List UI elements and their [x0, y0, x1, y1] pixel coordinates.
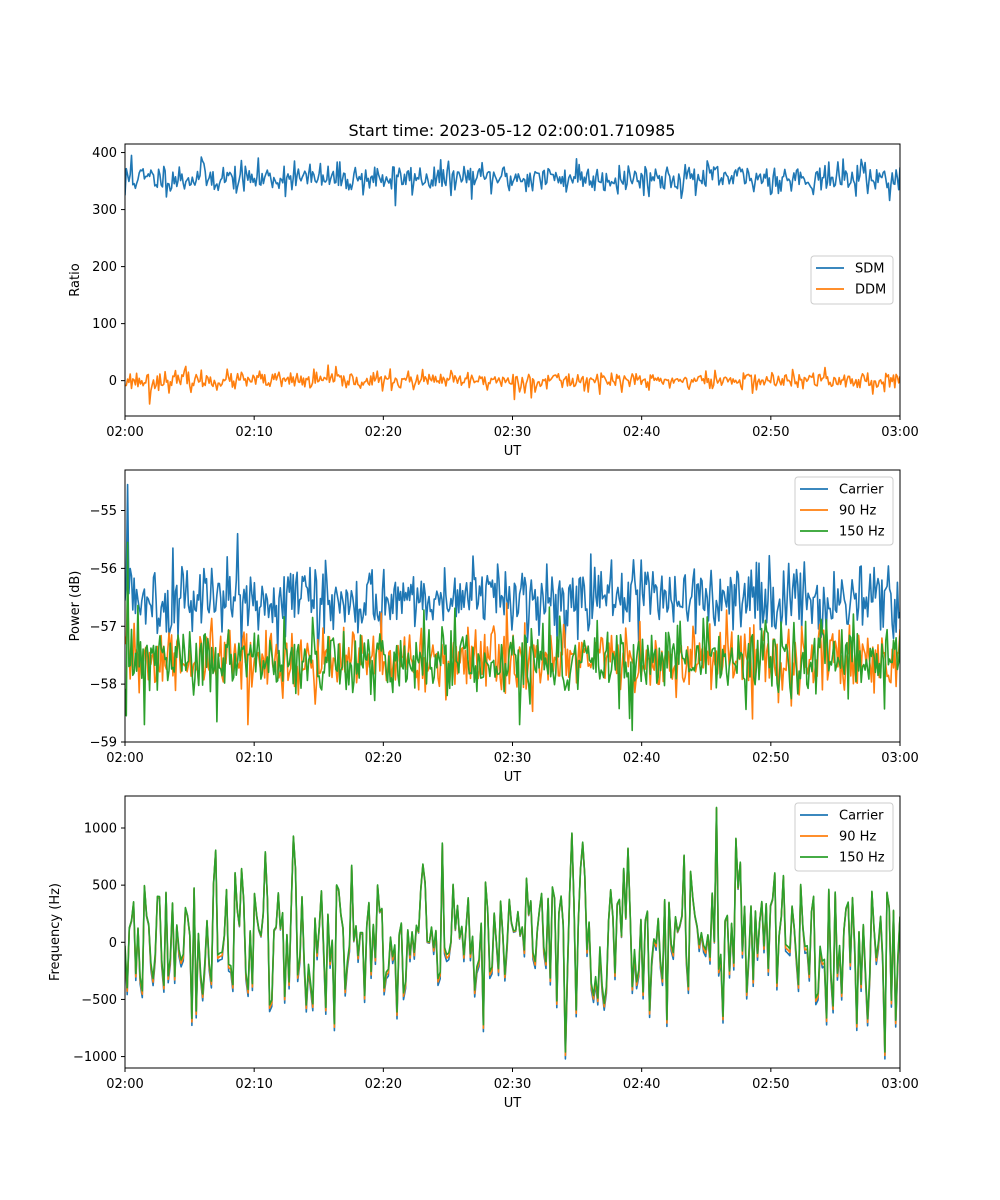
x-tick-label: 02:10	[235, 425, 272, 440]
axes-frame	[124, 795, 901, 1069]
legend: SDM DDM	[810, 255, 894, 305]
series-line-carrier	[125, 483, 900, 656]
y-tick-label: −58	[90, 678, 117, 693]
x-tick-label: 02:30	[494, 751, 531, 766]
legend-box	[794, 802, 894, 872]
legend-label: SDM	[855, 262, 884, 277]
legend-label: 150 Hz	[839, 525, 885, 540]
x-tick-label: 02:00	[106, 1077, 143, 1092]
y-tick-label: 500	[92, 879, 117, 894]
series-group	[125, 806, 900, 1060]
y-tick-label: 200	[92, 260, 117, 275]
series-line-150-hz	[125, 806, 900, 1053]
series-line-ddm	[125, 364, 900, 405]
x-tick-label: 02:40	[623, 1077, 660, 1092]
y-tick-label: −57	[90, 620, 117, 635]
x-axis-label: UT	[504, 1096, 522, 1111]
y-tick-label: 300	[92, 203, 117, 218]
chart-panel-3: 02:00 02:10 02:20 02:30 02:40 02:50 03:00 −1000…	[48, 795, 919, 1111]
legend: Carrier 90 Hz 150 Hz	[794, 802, 894, 872]
x-tick-label: 02:10	[235, 1077, 272, 1092]
y-tick-label: 400	[92, 146, 117, 161]
series-group	[125, 483, 900, 732]
legend-label: 90 Hz	[839, 830, 876, 845]
x-tick-label: 02:00	[106, 751, 143, 766]
y-tick-label: −1000	[73, 1050, 117, 1065]
figure-title: Start time: 2023-05-12 02:00:01.710985	[349, 121, 676, 140]
y-axis-label: Frequency (Hz)	[48, 883, 63, 981]
x-tick-label: 02:50	[752, 425, 789, 440]
legend-label: 90 Hz	[839, 504, 876, 519]
y-axis-label: Power (dB)	[68, 571, 83, 642]
y-tick-label: −55	[90, 504, 117, 519]
y-axis-label: Ratio	[68, 263, 83, 296]
legend: Carrier 90 Hz 150 Hz	[794, 476, 894, 546]
x-tick-label: 03:00	[881, 1077, 918, 1092]
x-tick-label: 02:30	[494, 425, 531, 440]
x-tick-label: 02:20	[365, 751, 402, 766]
y-tick-label: −59	[90, 736, 117, 751]
x-tick-label: 02:20	[365, 1077, 402, 1092]
x-tick-label: 02:00	[106, 425, 143, 440]
x-tick-label: 02:40	[623, 751, 660, 766]
chart-panel-1: 02:00 02:10 02:20 02:30 02:40 02:50 03:00 0 100 2…	[68, 143, 919, 459]
y-tick-label: 0	[109, 936, 117, 951]
series-line-90-hz	[125, 807, 900, 1057]
legend-label: 150 Hz	[839, 851, 885, 866]
legend-label: DDM	[855, 283, 886, 298]
series-line-sdm	[125, 154, 900, 207]
x-tick-label: 02:50	[752, 751, 789, 766]
legend-label: Carrier	[839, 483, 884, 498]
series-line-carrier	[125, 808, 900, 1060]
x-tick-label: 02:50	[752, 1077, 789, 1092]
axes-frame	[124, 469, 901, 743]
x-axis-label: UT	[504, 444, 522, 459]
y-tick-label: 0	[109, 374, 117, 389]
series-line-150-hz	[125, 541, 900, 732]
legend-label: Carrier	[839, 809, 884, 824]
x-tick-label: 02:30	[494, 1077, 531, 1092]
x-tick-label: 03:00	[881, 751, 918, 766]
y-tick-label: 1000	[84, 822, 117, 837]
series-group	[125, 154, 900, 405]
x-axis-label: UT	[504, 770, 522, 785]
x-tick-label: 02:10	[235, 751, 272, 766]
x-tick-label: 03:00	[881, 425, 918, 440]
y-tick-label: −500	[81, 993, 117, 1008]
chart-panel-2: 02:00 02:10 02:20 02:30 02:40 02:50 03:00 −59 −5…	[68, 469, 919, 785]
y-tick-label: −56	[90, 562, 117, 577]
x-tick-label: 02:20	[365, 425, 402, 440]
y-tick-label: 100	[92, 317, 117, 332]
legend-box	[794, 476, 894, 546]
x-tick-label: 02:40	[623, 425, 660, 440]
